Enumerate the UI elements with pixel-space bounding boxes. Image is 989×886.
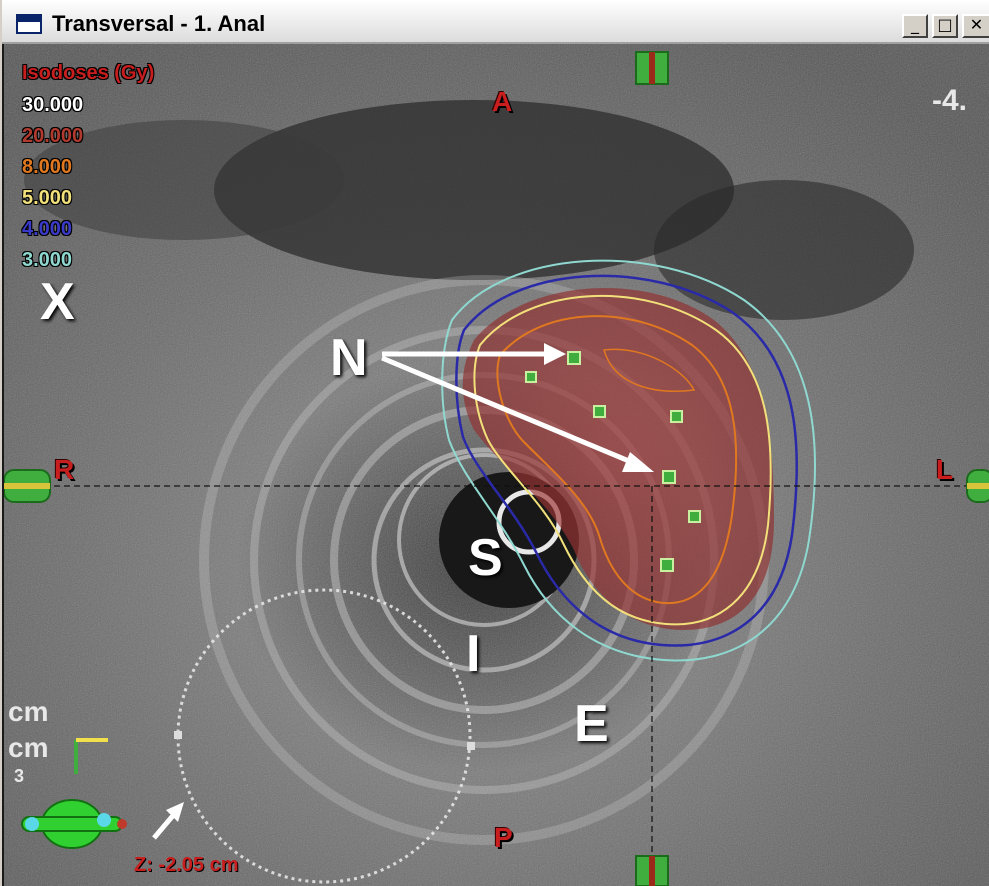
annotation-i: I: [466, 625, 481, 683]
orientation-right: R: [54, 454, 75, 485]
annotation-x: X: [40, 273, 75, 331]
isodose-20-label: 20.000: [22, 125, 84, 147]
z-position-label: Z: -2.05 cm: [134, 854, 239, 876]
isodose-3-label: 3.000: [22, 249, 73, 271]
corner-value: -4.: [932, 84, 968, 117]
isodose-4-label: 4.000: [22, 218, 73, 240]
ultrasound-image: [4, 44, 989, 886]
unit-label-3: 3: [14, 766, 25, 786]
annotation-e: E: [574, 695, 609, 753]
unit-label-cm-1: cm: [8, 696, 49, 727]
isodose-5-label: 5.000: [22, 187, 73, 209]
annotation-n: N: [330, 329, 368, 387]
close-button[interactable]: ✕: [962, 14, 989, 38]
isodose-8-label: 8.000: [22, 156, 73, 178]
annotation-s: S: [468, 529, 503, 587]
minimize-button[interactable]: _: [902, 14, 928, 38]
window-icon: [16, 14, 42, 34]
maximize-button[interactable]: □: [932, 14, 958, 38]
isodose-30-label: 30.000: [22, 94, 84, 116]
orientation-left: L: [936, 454, 954, 485]
isodose-legend-title: Isodoses (Gy): [22, 62, 155, 84]
window-title: Transversal - 1. Anal: [52, 11, 266, 36]
ultrasound-viewport[interactable]: Isodoses (Gy) 30.000 20.000 8.000 5.000 …: [4, 44, 989, 886]
unit-label-cm-2: cm: [8, 732, 49, 763]
title-bar[interactable]: Transversal - 1. Anal _ □ ✕: [2, 0, 989, 44]
orientation-posterior: P: [494, 822, 513, 853]
orientation-anterior: A: [492, 86, 513, 117]
